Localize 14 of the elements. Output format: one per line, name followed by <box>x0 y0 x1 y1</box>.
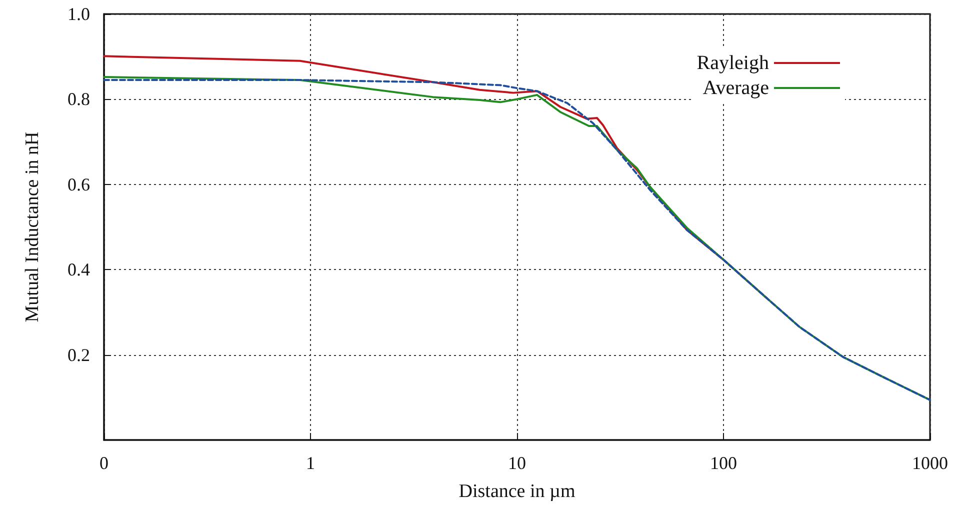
x-tick-label: 100 <box>710 453 737 473</box>
legend-label: Rayleigh <box>696 52 769 74</box>
legend-label: Average <box>702 77 770 99</box>
x-tick-label: 1 <box>306 453 315 473</box>
y-tick-label: 1.0 <box>68 4 90 24</box>
x-tick-label: 10 <box>508 453 526 473</box>
y-axis-title: Mutual Inductance in nH <box>22 131 43 322</box>
x-tick-label: 0 <box>100 453 108 473</box>
y-tick-label: 0.8 <box>68 89 90 110</box>
y-tick-label: 0.4 <box>68 260 90 280</box>
y-tick-label: 0.2 <box>68 344 90 365</box>
x-tick-label: 1000 <box>912 453 948 473</box>
y-tick-label: 0.6 <box>68 174 90 194</box>
x-axis-title: Distance in µm <box>458 481 576 502</box>
